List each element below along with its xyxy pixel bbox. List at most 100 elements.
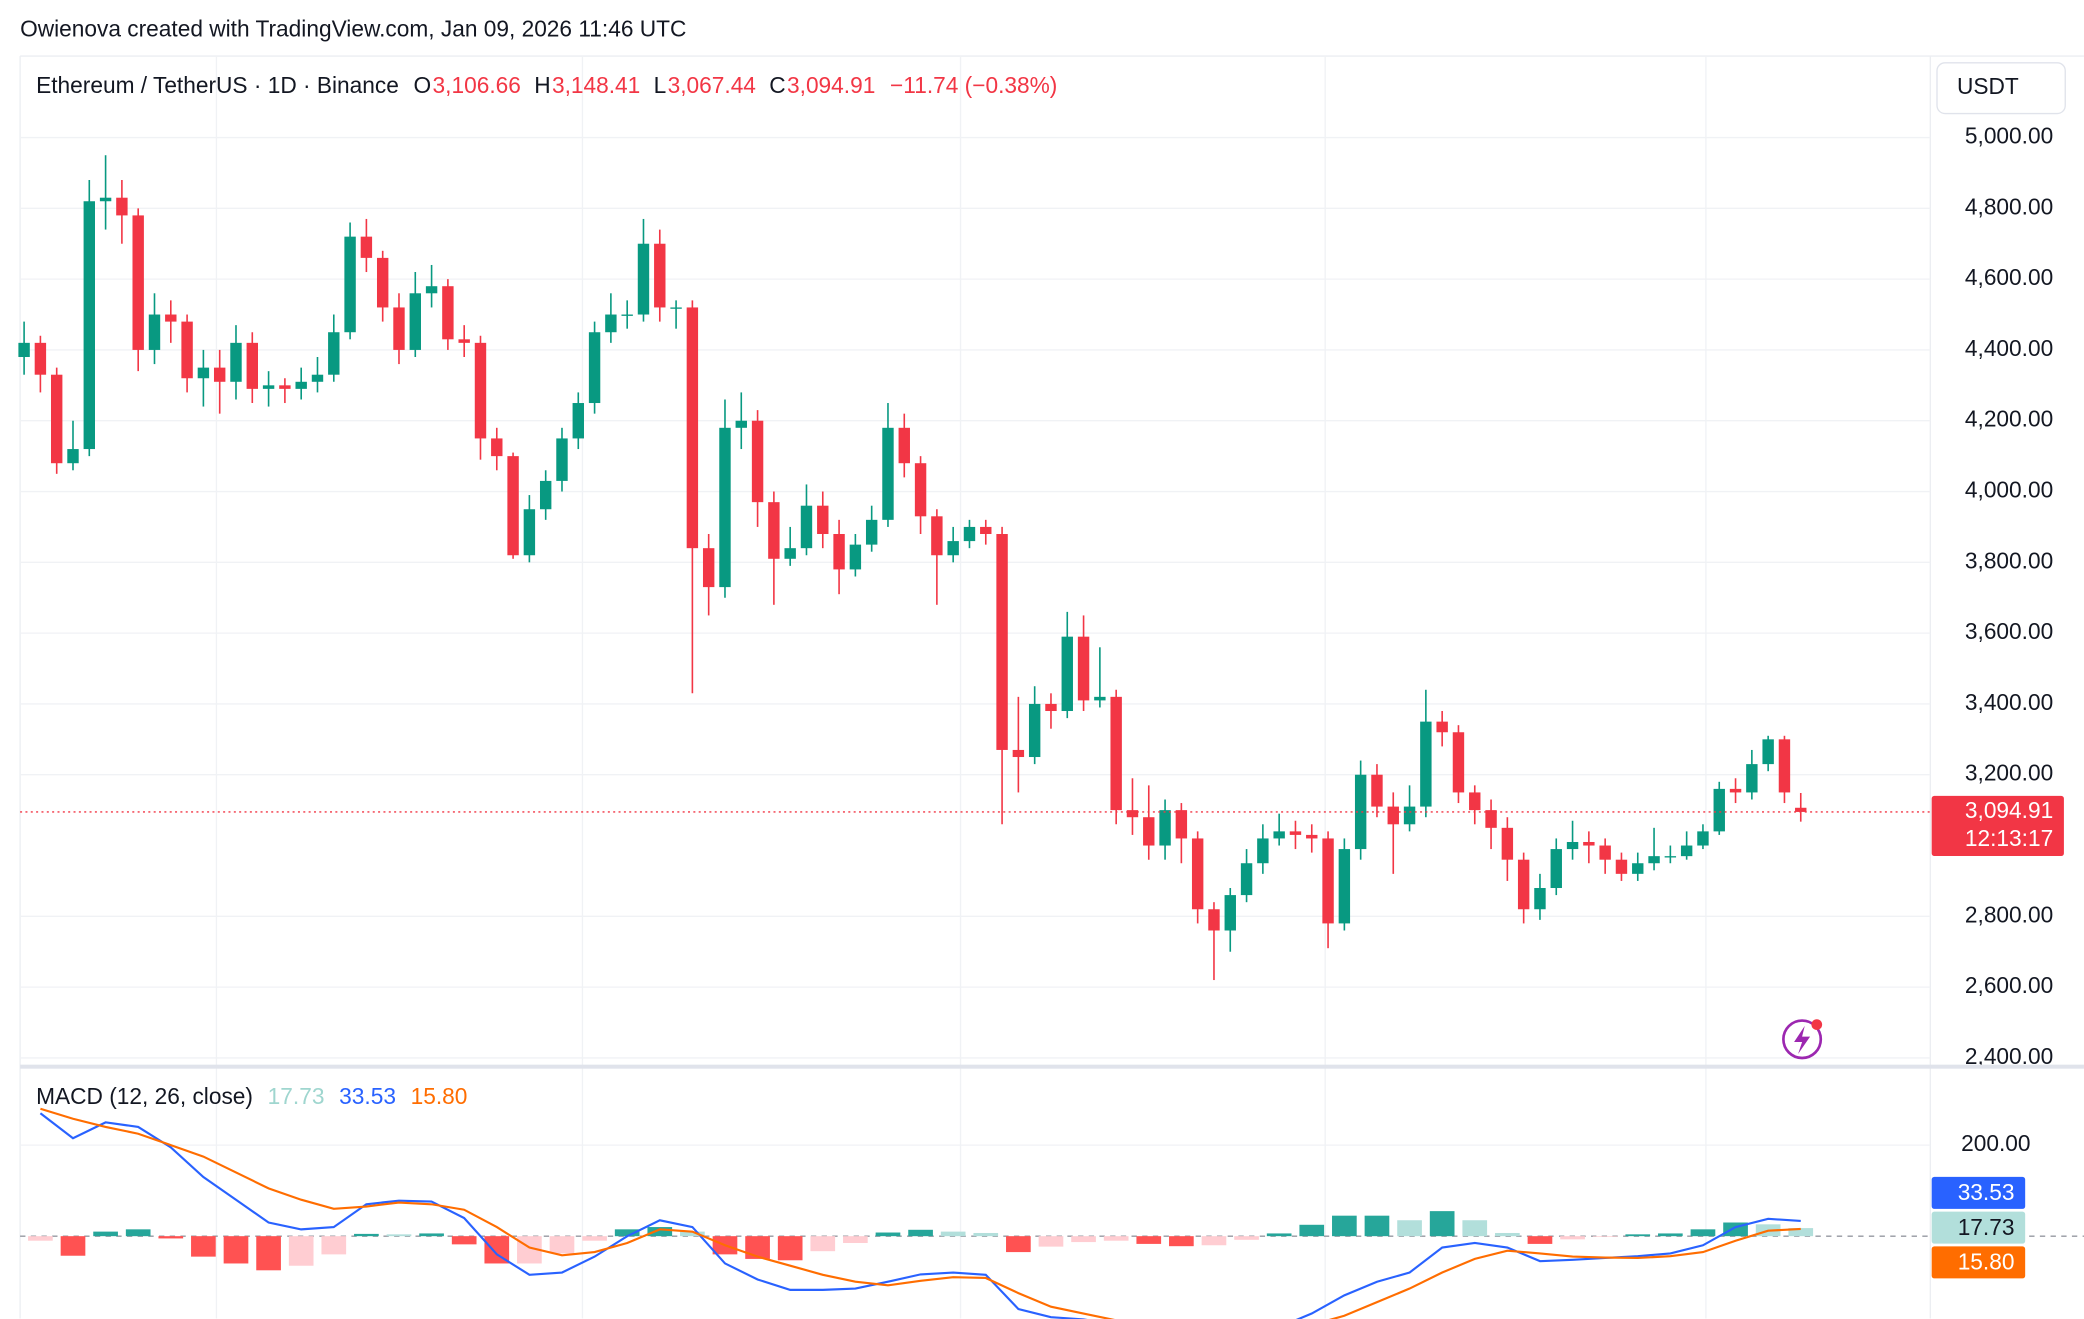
macd-title: MACD (12, 26, close): [36, 1083, 253, 1109]
candle-body: [654, 243, 666, 308]
signal-badge: [1931, 1246, 2026, 1279]
histogram-bar: [1527, 1236, 1553, 1244]
candle-body: [376, 257, 389, 308]
candle-body: [116, 197, 128, 216]
y-tick-label: 3,400.00: [1965, 689, 2053, 715]
ohlc-key: C: [769, 72, 785, 98]
candle-body: [1566, 841, 1579, 850]
candle-body: [507, 456, 519, 556]
pane-separator: [20, 1064, 2084, 1069]
candle-body: [1289, 831, 1302, 835]
candle-body: [213, 367, 226, 382]
y-tick-label: 3,200.00: [1965, 760, 2053, 786]
currency-label[interactable]: USDT: [1957, 73, 2019, 99]
candle-body: [295, 381, 307, 389]
candle-body: [34, 342, 47, 375]
ohlc-key: O: [414, 72, 432, 98]
histogram-bar: [875, 1232, 901, 1237]
candle-body: [1664, 856, 1677, 858]
macd-badge: [1931, 1176, 2026, 1209]
histogram-bar: [843, 1236, 868, 1243]
candle-body: [1338, 849, 1351, 924]
plot: [18, 155, 1931, 1319]
histogram-bar: [354, 1233, 379, 1237]
y-tick-label: 5,000.00: [1965, 123, 2053, 149]
candle-body: [393, 307, 405, 350]
attribution: Owienova created with TradingView.com, J…: [20, 16, 686, 42]
candle-body: [148, 314, 161, 350]
candle-body: [360, 236, 373, 258]
candle-body: [1126, 810, 1139, 818]
candle-body: [980, 526, 992, 535]
histogram-bar: [1462, 1220, 1488, 1237]
macd-line: [39, 1112, 1801, 1319]
candle-body: [442, 286, 454, 340]
candle-body: [279, 385, 291, 389]
histogram-bar: [419, 1233, 444, 1237]
histogram-bar: [125, 1229, 151, 1237]
candle-body: [1175, 810, 1188, 839]
macd-legend: MACD (12, 26, close) 17.73 33.53 15.80: [36, 1083, 467, 1109]
candle-body: [1680, 845, 1693, 857]
candle-body: [197, 367, 210, 379]
candle-body: [947, 541, 959, 556]
histogram-bar: [1169, 1236, 1194, 1247]
candle-body: [1191, 838, 1204, 910]
candle-body: [523, 509, 536, 556]
histogram-bar: [1397, 1220, 1422, 1237]
candle-body: [768, 502, 780, 559]
histogram-bar: [1038, 1236, 1064, 1247]
histogram-bar: [1429, 1211, 1455, 1237]
histogram-bar: [1658, 1233, 1683, 1237]
y-tick-label: 3,800.00: [1965, 547, 2053, 573]
candle-body: [1110, 696, 1122, 811]
candle-body: [1452, 732, 1465, 793]
histogram-bar: [256, 1236, 281, 1271]
candle-body: [1648, 856, 1660, 864]
histogram-bar: [191, 1236, 216, 1257]
candle-body: [556, 438, 568, 481]
candle-body: [311, 374, 324, 382]
candle-body: [230, 342, 242, 382]
candle-body: [605, 314, 617, 333]
histogram-bar: [1071, 1236, 1096, 1243]
change-label: −11.74 (−0.38%): [890, 72, 1057, 98]
candle-body: [491, 438, 503, 457]
macd-value: 33.53: [339, 1083, 396, 1109]
histogram-bar: [1495, 1232, 1520, 1237]
histogram-bar: [1201, 1236, 1227, 1246]
candle-body: [1746, 764, 1758, 793]
candle-body: [637, 243, 650, 315]
candle-body: [1778, 739, 1791, 793]
lightning-icon[interactable]: [1782, 1019, 1823, 1060]
candle-body: [817, 505, 829, 535]
y-tick-label: 2,600.00: [1965, 972, 2053, 998]
histogram-bar: [60, 1236, 86, 1256]
candle-body: [572, 403, 584, 439]
candle-body: [1354, 774, 1367, 850]
currency-button[interactable]: [1936, 62, 2066, 115]
candle-body: [67, 449, 79, 464]
histogram-bar: [158, 1236, 184, 1239]
ohlc-value: 3,094.91: [787, 72, 875, 98]
histogram-bar: [451, 1236, 477, 1245]
candle-body: [1224, 895, 1236, 931]
y-tick-label: 2,800.00: [1965, 901, 2053, 927]
histogram-bar: [1788, 1228, 1814, 1237]
histogram-bar: [973, 1232, 999, 1237]
candle-body: [865, 519, 878, 545]
histogram-bar: [1625, 1234, 1651, 1237]
candle-body: [1436, 721, 1448, 733]
candle-body: [1240, 863, 1253, 896]
candle-body: [1077, 636, 1090, 701]
candle-body: [735, 420, 747, 428]
candle-body: [474, 342, 487, 439]
signal-badge-label: 15.80: [1958, 1249, 2015, 1275]
macd-badge-label: 33.53: [1958, 1179, 2015, 1205]
candle-body: [1273, 831, 1285, 839]
candle-body: [409, 293, 421, 350]
histogram-bar: [1103, 1236, 1129, 1241]
